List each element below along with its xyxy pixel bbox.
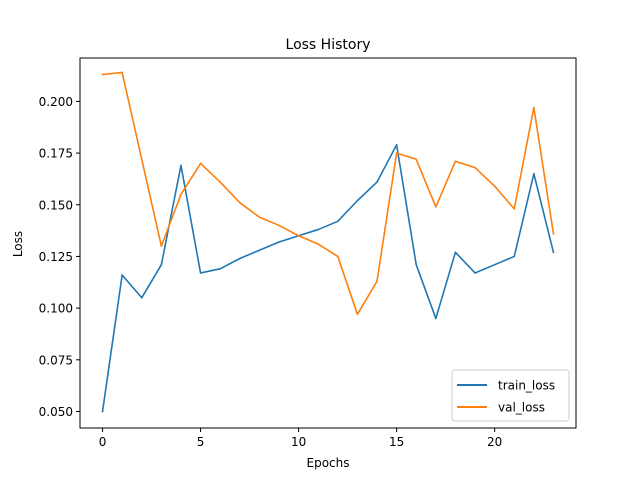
- val-loss-point: [493, 185, 496, 187]
- x-axis-label: Epochs: [307, 456, 350, 470]
- val-loss-point: [121, 71, 123, 74]
- train-loss-point: [160, 263, 163, 266]
- val-loss-point: [278, 224, 280, 227]
- train-loss-line: [101, 144, 555, 413]
- val-loss-point: [395, 152, 398, 154]
- train-loss-point: [238, 257, 241, 260]
- x-axis: 0 5 10 15 20: [99, 428, 502, 449]
- y-axis: 0.050 0.075 0.100 0.125 0.150 0.175 0.200: [39, 95, 80, 419]
- x-tick-label: 20: [487, 435, 502, 449]
- legend-box: [451, 369, 570, 422]
- train-loss-point: [140, 296, 143, 299]
- y-tick-label: 0.050: [39, 405, 73, 419]
- x-tick-label: 10: [291, 435, 306, 449]
- val-loss-point: [140, 158, 143, 161]
- y-tick-label: 0.150: [39, 198, 73, 212]
- y-tick-label: 0.075: [39, 353, 73, 367]
- val-loss-point: [454, 160, 457, 163]
- train-loss-point: [552, 251, 555, 254]
- val-loss-point: [297, 234, 300, 237]
- train-loss-point: [219, 268, 221, 270]
- y-tick-label: 0.125: [39, 250, 73, 264]
- train-loss-point: [493, 263, 496, 266]
- val-loss-point: [552, 232, 555, 235]
- train-loss-point: [199, 272, 202, 274]
- val-loss-point: [415, 158, 418, 161]
- train-loss-point: [356, 199, 359, 202]
- val-loss-point: [101, 73, 104, 76]
- val-loss-point: [376, 280, 378, 283]
- x-tick-label: 0: [99, 435, 107, 449]
- val-loss-point: [238, 201, 241, 204]
- x-tick-label: 15: [389, 435, 404, 449]
- val-loss-point: [474, 166, 476, 169]
- train-loss-point: [121, 274, 123, 276]
- train-loss-point: [513, 255, 516, 258]
- legend-train-loss-label: train_loss: [498, 379, 555, 393]
- plot-frame: [79, 57, 577, 429]
- train-loss-point: [101, 410, 104, 413]
- train-loss-point: [317, 228, 319, 231]
- train-loss-point: [376, 181, 378, 183]
- train-loss-point: [258, 249, 261, 252]
- train-loss-point: [533, 172, 535, 175]
- val-loss-point: [180, 193, 182, 196]
- train-loss-point: [454, 251, 457, 254]
- train-loss-point: [395, 144, 398, 146]
- val-loss-point: [160, 245, 163, 247]
- train-loss-point: [337, 220, 339, 223]
- val-loss-point: [199, 162, 202, 165]
- y-tick-label: 0.175: [39, 147, 73, 161]
- plot-series: [101, 71, 555, 413]
- val-loss-line: [101, 71, 555, 316]
- val-loss-point: [317, 243, 319, 245]
- val-loss-point: [219, 181, 221, 183]
- chart-title: Loss History: [286, 37, 371, 53]
- train-loss-point: [415, 263, 418, 266]
- y-axis-label: Loss: [11, 231, 25, 257]
- val-loss-point: [533, 106, 535, 109]
- legend: train_loss val_loss: [451, 369, 570, 422]
- legend-val-loss-label: val_loss: [498, 401, 545, 415]
- val-loss-point: [258, 216, 261, 218]
- y-tick-label: 0.100: [39, 302, 73, 316]
- y-tick-label: 0.200: [39, 95, 73, 109]
- val-loss-point: [513, 208, 516, 210]
- val-loss-point: [356, 313, 359, 316]
- x-tick-label: 5: [197, 435, 205, 449]
- train-loss-point: [180, 164, 182, 167]
- train-loss-point: [474, 272, 476, 274]
- train-loss-point: [278, 241, 280, 243]
- val-loss-point: [435, 206, 437, 208]
- train-loss-point: [435, 317, 437, 320]
- val-loss-point: [337, 255, 339, 258]
